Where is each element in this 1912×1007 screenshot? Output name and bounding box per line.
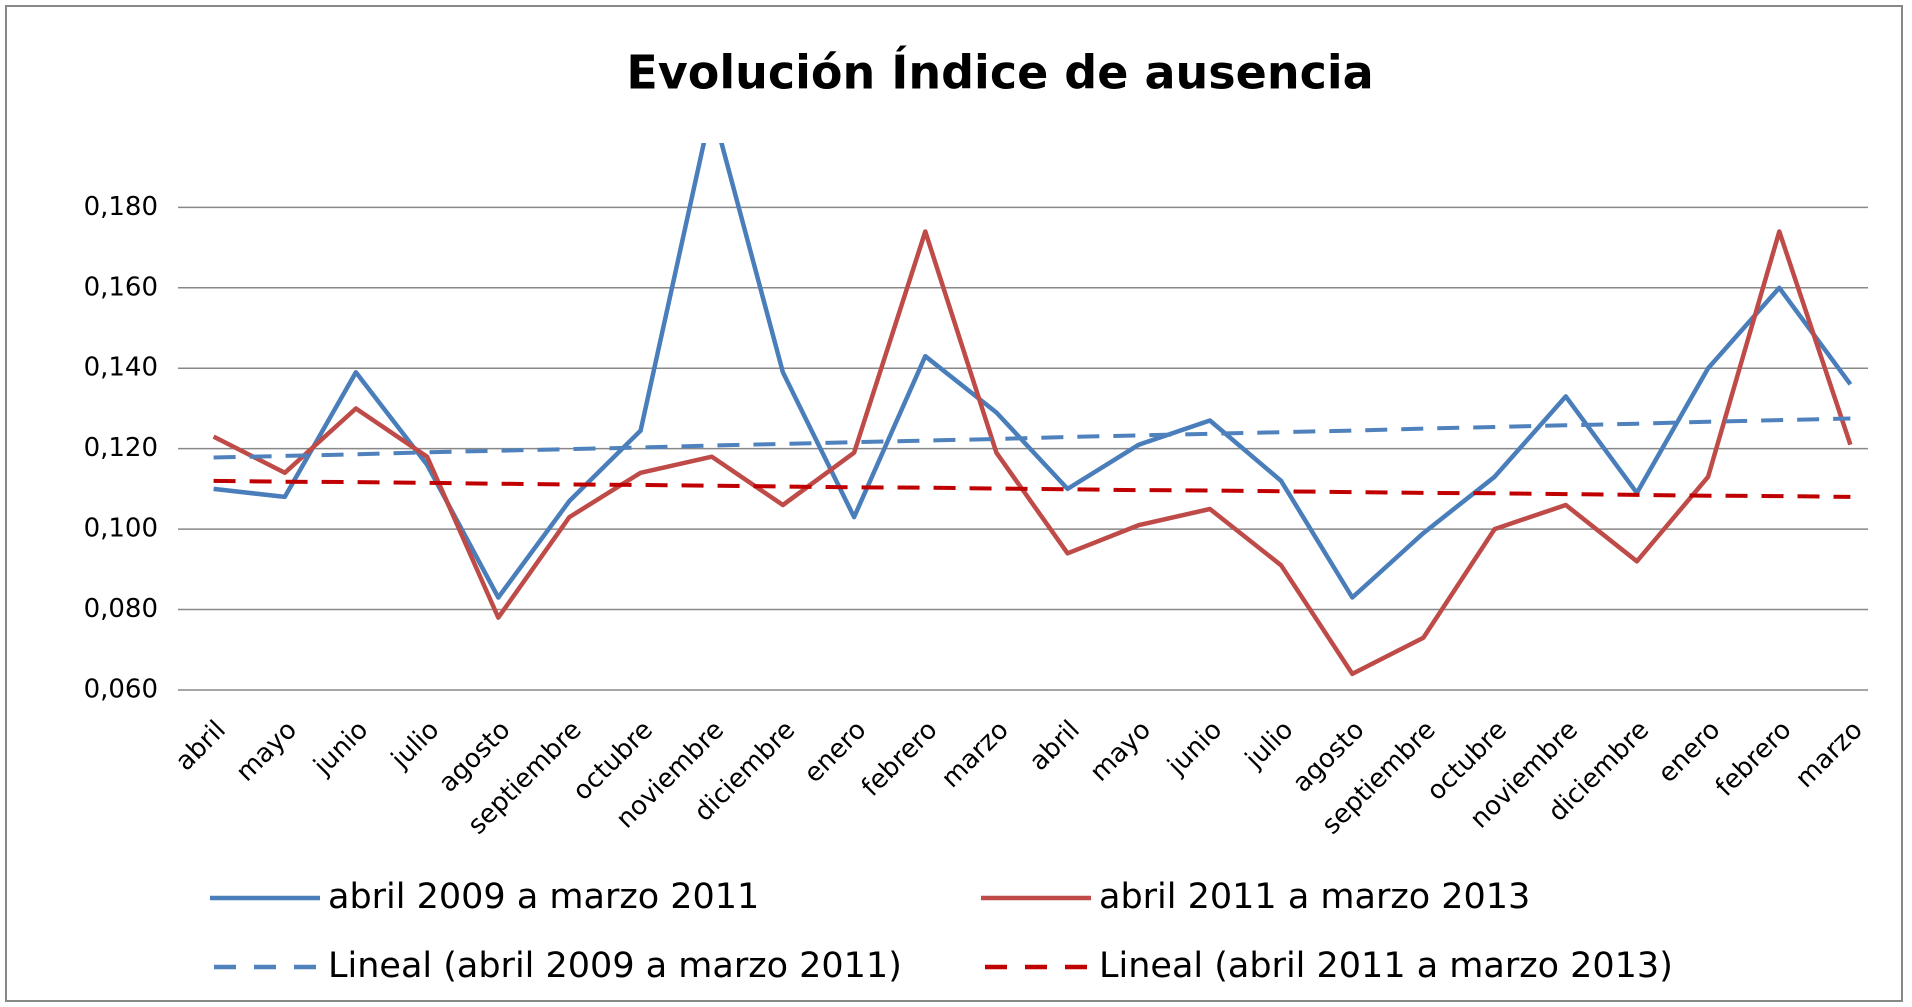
y-tick-label: 0,100 — [84, 514, 158, 544]
y-tick-label: 0,160 — [84, 272, 158, 302]
legend-label: abril 2011 a marzo 2013 — [1099, 877, 1530, 917]
chart-title: Evolución Índice de ausencia — [626, 46, 1373, 100]
series-line — [212, 229, 1853, 677]
y-tick-label: 0,060 — [84, 675, 158, 705]
y-tick-label: 0,140 — [84, 353, 158, 383]
series-line — [213, 478, 1851, 499]
y-tick-label: 0,080 — [84, 594, 158, 624]
series-line — [213, 416, 1851, 460]
chart-frame — [5, 5, 1903, 1002]
y-tick-label: 0,120 — [84, 433, 158, 463]
legend-label: Lineal (abril 2011 a marzo 2013) — [1099, 946, 1673, 986]
legend-label: abril 2009 a marzo 2011 — [328, 877, 759, 917]
legend-label: Lineal (abril 2009 a marzo 2011) — [328, 946, 902, 986]
series-line — [213, 143, 1853, 600]
y-tick-label: 0,180 — [84, 192, 158, 222]
plot-lines — [212, 143, 1853, 677]
